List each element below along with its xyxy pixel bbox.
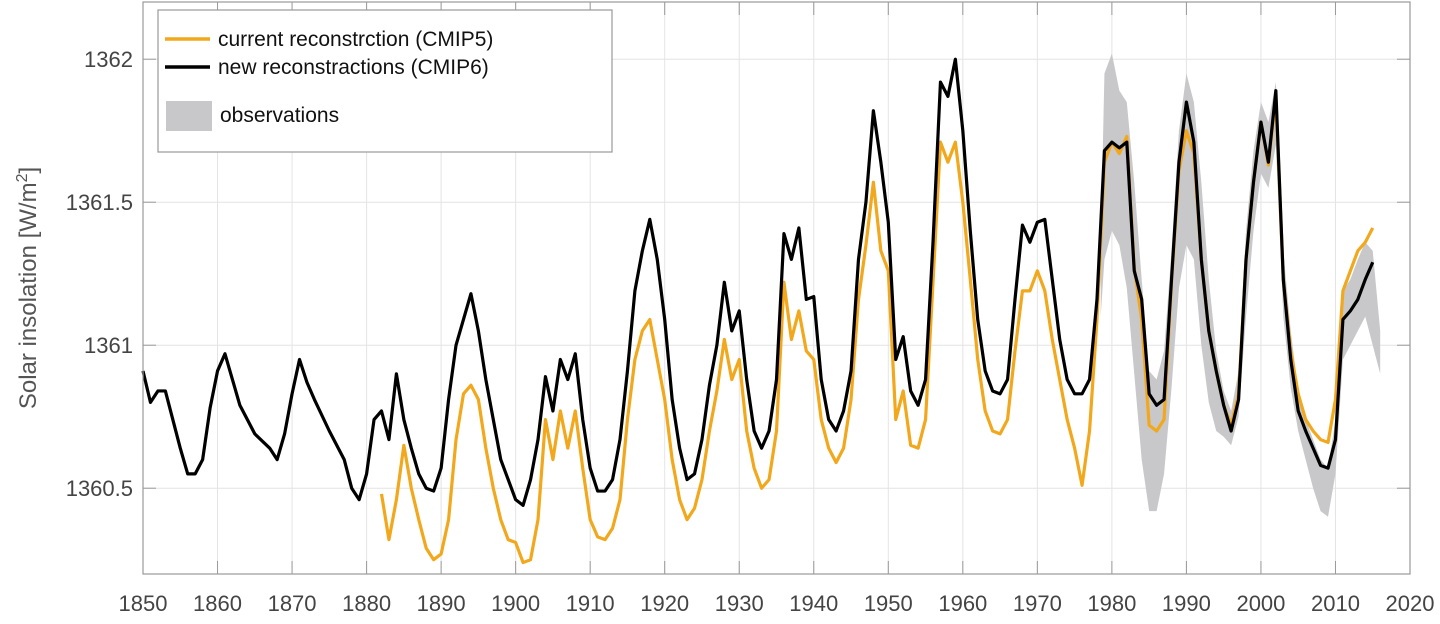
legend-label-observations: observations (220, 104, 339, 127)
legend-label-cmip5: current reconstrction (CMIP5) (218, 28, 493, 51)
x-tick-label: 1860 (193, 591, 242, 616)
x-axis: 1850 1860 1870 1880 1890 1900 1910 1920 1930 1940… (119, 2, 1435, 616)
legend-box (157, 9, 613, 153)
cmip5-line (379, 94, 1375, 565)
y-axis: 1360.5 1361 1361.5 1362 (66, 47, 1410, 501)
x-tick-label: 1850 (119, 591, 168, 616)
y-tick-label: 1361.5 (66, 190, 133, 215)
x-tick-label: 1980 (1087, 591, 1136, 616)
x-tick-label: 1930 (715, 591, 764, 616)
observations-area (1100, 53, 1381, 517)
cmip6-line (141, 57, 1375, 507)
x-tick-label: 1950 (864, 591, 913, 616)
observations-band (1100, 53, 1381, 517)
x-tick-label: 1960 (938, 591, 987, 616)
x-tick-label: 1900 (491, 591, 540, 616)
y-axis-label-end: ] (15, 167, 42, 174)
legend-swatch-observations (166, 101, 212, 131)
x-tick-label: 1940 (789, 591, 838, 616)
y-tick-label: 1361 (84, 333, 133, 358)
series-lines (141, 57, 1375, 565)
x-tick-label: 1970 (1013, 591, 1062, 616)
y-tick-label: 1360.5 (66, 476, 133, 501)
x-tick-label: 2020 (1386, 591, 1435, 616)
y-axis-label-main: Solar insolation [W/m (15, 182, 42, 409)
x-tick-label: 2000 (1236, 591, 1285, 616)
x-tick-label: 1910 (566, 591, 615, 616)
plot-frame (142, 1, 1411, 575)
y-axis-label: Solar insolation [W/m2] (14, 167, 42, 409)
x-tick-label: 1870 (268, 591, 317, 616)
legend: current reconstrction (CMIP5) new recons… (157, 9, 613, 153)
x-tick-label: 2010 (1311, 591, 1360, 616)
y-tick-label: 1362 (84, 47, 133, 72)
x-tick-label: 1880 (342, 591, 391, 616)
x-tick-label: 1890 (417, 591, 466, 616)
x-tick-label: 1990 (1162, 591, 1211, 616)
y-axis-label-sup: 2 (14, 173, 31, 182)
x-tick-label: 1920 (640, 591, 689, 616)
legend-label-cmip6: new reconstractions (CMIP6) (218, 56, 489, 79)
